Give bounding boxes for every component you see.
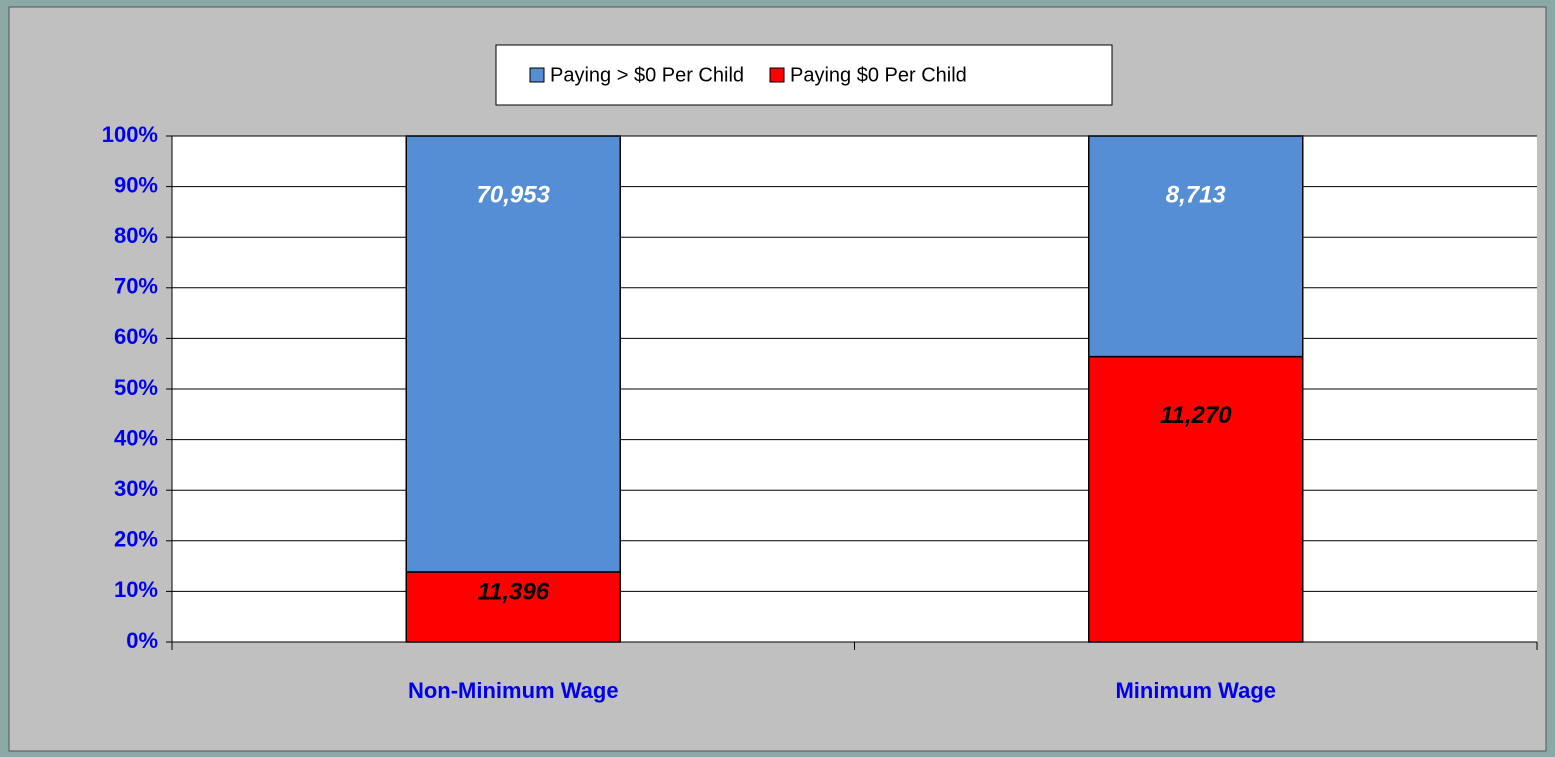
y-tick-label: 30% [114,476,158,501]
y-tick-label: 50% [114,375,158,400]
bar-segment [405,135,621,573]
y-tick-label: 0% [126,628,158,653]
x-tick-label: Non-Minimum Wage [408,678,619,703]
y-tick-label: 70% [114,274,158,299]
x-tick-label: Minimum Wage [1115,678,1276,703]
y-tick-label: 100% [102,122,158,147]
data-label: 11,270 [1160,402,1232,429]
bar-segment [1088,135,1304,358]
data-label: 8,713 [1166,181,1227,208]
y-tick-label: 90% [114,172,158,197]
y-tick-label: 60% [114,324,158,349]
legend-label: Paying > $0 Per Child [550,64,744,86]
bar-segment [405,571,621,643]
legend-swatch [769,67,785,83]
data-label: 70,953 [477,181,551,208]
legend-label: Paying $0 Per Child [790,64,967,86]
y-tick-label: 20% [114,527,158,552]
bar-segment [1088,355,1304,643]
y-tick-label: 10% [114,577,158,602]
legend-swatch [529,67,545,83]
data-label: 11,396 [477,578,549,605]
y-tick-label: 40% [114,425,158,450]
legend [495,44,1113,106]
y-tick-label: 80% [114,223,158,248]
